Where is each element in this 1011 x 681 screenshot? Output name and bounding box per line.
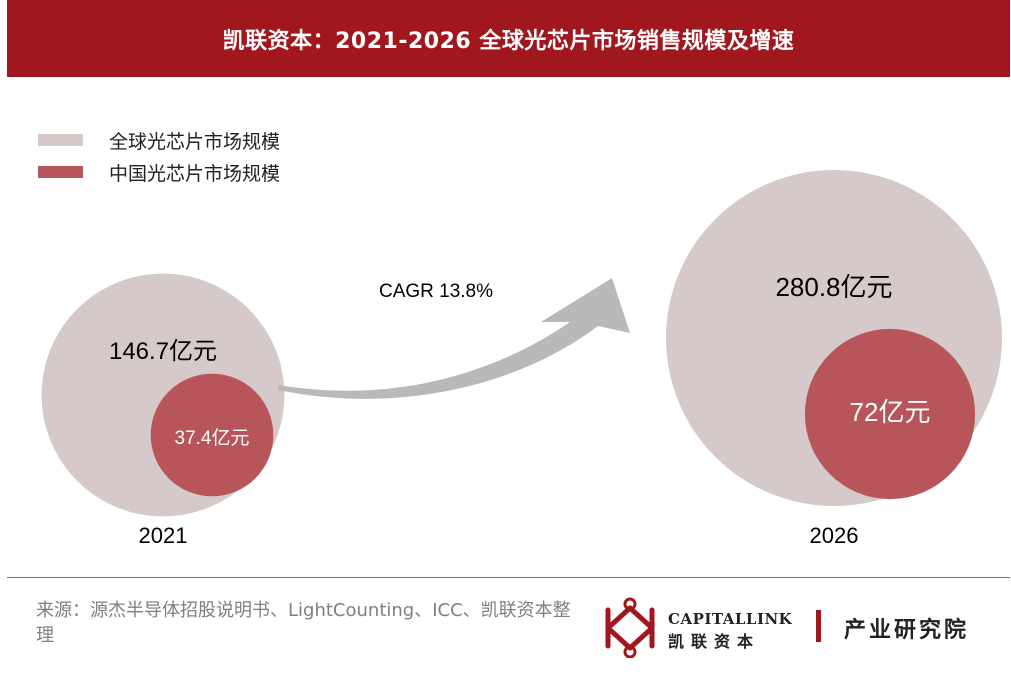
legend-swatch-china — [38, 166, 83, 178]
label-global-2021: 146.7亿元 — [109, 338, 217, 365]
footer-divider — [7, 577, 1010, 578]
category-label-2026: 2026 — [810, 523, 859, 548]
logo-name-en: CAPITALLINK — [668, 610, 793, 628]
legend-label-china: 中国光芯片市场规模 — [109, 162, 281, 185]
legend: 全球光芯片市场规模 中国光芯片市场规模 — [38, 124, 280, 188]
legend-label-global: 全球光芯片市场规模 — [109, 130, 281, 153]
title-bar: 凯联资本：2021-2026 全球光芯片市场销售规模及增速 — [7, 0, 1010, 77]
bubble-china-2026 — [804, 328, 976, 500]
growth-arrow — [278, 278, 630, 399]
label-global-2026: 280.8亿元 — [775, 272, 892, 302]
legend-swatch-global — [38, 134, 83, 146]
label-china-2026: 72亿元 — [850, 397, 931, 427]
legend-item-china: 中国光芯片市场规模 — [38, 156, 280, 188]
source-note: 来源：源杰半导体招股说明书、LightCounting、ICC、凯联资本整理 — [36, 600, 571, 646]
category-label-2021: 2021 — [139, 523, 188, 548]
label-china-2021: 37.4亿元 — [175, 427, 250, 449]
capitallink-logo: CAPITALLINK 凯联资本 产业研究院 — [598, 596, 998, 659]
logo-division: 产业研究院 — [844, 617, 970, 643]
logo-name-cn: 凯联资本 — [668, 632, 761, 651]
cagr-label: CAGR 13.8% — [379, 281, 493, 302]
page-title: 凯联资本：2021-2026 全球光芯片市场销售规模及增速 — [222, 28, 795, 54]
legend-item-global: 全球光芯片市场规模 — [38, 124, 280, 156]
logo-separator — [816, 610, 821, 642]
capitallink-logo-mark — [605, 597, 655, 659]
bubble-china-2021 — [150, 373, 274, 497]
